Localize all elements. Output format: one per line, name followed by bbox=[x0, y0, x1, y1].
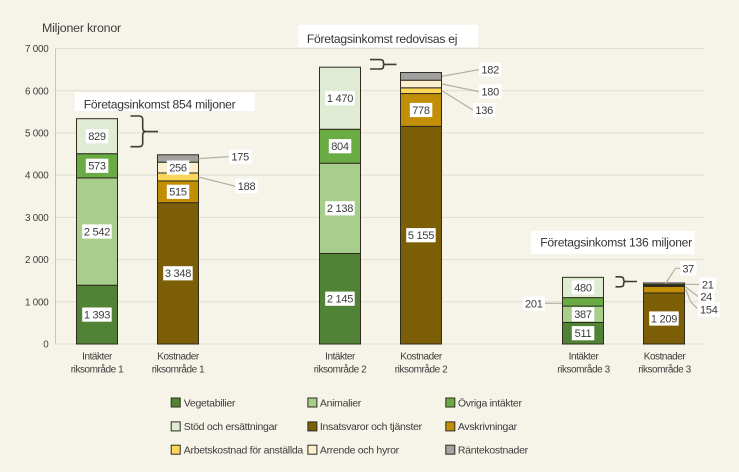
svg-text:Insatsvaror och tjänster: Insatsvaror och tjänster bbox=[320, 421, 423, 433]
svg-text:4 000: 4 000 bbox=[25, 171, 49, 182]
svg-text:2 000: 2 000 bbox=[25, 255, 49, 266]
svg-text:2 145: 2 145 bbox=[327, 294, 353, 306]
svg-text:Intäkter: Intäkter bbox=[325, 352, 356, 363]
svg-text:Stöd och ersättningar: Stöd och ersättningar bbox=[184, 421, 278, 433]
svg-text:256: 256 bbox=[169, 163, 187, 175]
svg-text:Intäkter: Intäkter bbox=[569, 352, 600, 363]
svg-text:riksområde 3: riksområde 3 bbox=[557, 364, 610, 376]
svg-text:Arbetskostnad för anställda: Arbetskostnad för anställda bbox=[184, 445, 304, 457]
svg-text:Intäkter: Intäkter bbox=[82, 352, 113, 363]
svg-text:riksområde 1: riksområde 1 bbox=[71, 364, 124, 376]
svg-text:778: 778 bbox=[412, 105, 430, 117]
svg-text:175: 175 bbox=[231, 152, 249, 164]
svg-text:Kostnader: Kostnader bbox=[400, 352, 443, 363]
svg-text:Miljoner kronor: Miljoner kronor bbox=[42, 21, 121, 35]
svg-text:0: 0 bbox=[43, 340, 49, 351]
svg-text:387: 387 bbox=[574, 309, 592, 321]
svg-text:Företagsinkomst 136 miljoner: Företagsinkomst 136 miljoner bbox=[540, 236, 692, 250]
svg-text:Företagsinkomst redovisas ej: Företagsinkomst redovisas ej bbox=[307, 32, 457, 46]
svg-text:1 470: 1 470 bbox=[327, 93, 353, 105]
svg-text:1 000: 1 000 bbox=[25, 297, 49, 308]
svg-text:Kostnader: Kostnader bbox=[644, 352, 687, 363]
svg-text:5 000: 5 000 bbox=[25, 129, 49, 140]
svg-text:Räntekostnader: Räntekostnader bbox=[458, 445, 529, 457]
svg-text:Kostnader: Kostnader bbox=[157, 352, 200, 363]
svg-text:480: 480 bbox=[574, 282, 592, 294]
svg-text:573: 573 bbox=[88, 161, 106, 173]
svg-text:Vegetabilier: Vegetabilier bbox=[184, 397, 236, 409]
svg-text:180: 180 bbox=[481, 87, 499, 99]
svg-text:154: 154 bbox=[700, 305, 718, 317]
svg-text:riksområde 3: riksområde 3 bbox=[638, 364, 691, 376]
svg-text:201: 201 bbox=[525, 298, 543, 310]
svg-text:riksområde 2: riksområde 2 bbox=[314, 364, 367, 376]
svg-text:Företagsinkomst 854 miljoner: Företagsinkomst 854 miljoner bbox=[84, 97, 236, 111]
svg-text:515: 515 bbox=[169, 187, 187, 199]
svg-text:Animalier: Animalier bbox=[320, 397, 362, 409]
svg-text:7 000: 7 000 bbox=[25, 44, 49, 55]
svg-text:182: 182 bbox=[481, 65, 499, 77]
svg-text:21: 21 bbox=[702, 280, 714, 292]
svg-text:Övriga intäkter: Övriga intäkter bbox=[458, 397, 523, 409]
svg-text:3 000: 3 000 bbox=[25, 213, 49, 224]
svg-text:804: 804 bbox=[331, 141, 349, 153]
svg-text:riksområde 1: riksområde 1 bbox=[152, 364, 205, 376]
svg-text:136: 136 bbox=[475, 105, 493, 117]
svg-text:24: 24 bbox=[700, 292, 712, 304]
svg-text:829: 829 bbox=[88, 131, 106, 143]
svg-text:Avskrivningar: Avskrivningar bbox=[458, 421, 518, 433]
svg-text:1 209: 1 209 bbox=[651, 313, 677, 325]
svg-text:Arrende och hyror: Arrende och hyror bbox=[320, 445, 400, 457]
svg-text:188: 188 bbox=[238, 181, 256, 193]
svg-text:3 348: 3 348 bbox=[165, 268, 191, 280]
svg-text:2 138: 2 138 bbox=[327, 203, 353, 215]
svg-text:5 155: 5 155 bbox=[408, 230, 434, 242]
svg-text:1 393: 1 393 bbox=[84, 310, 110, 322]
svg-text:6 000: 6 000 bbox=[25, 86, 49, 97]
svg-text:37: 37 bbox=[682, 263, 694, 275]
svg-text:2 542: 2 542 bbox=[84, 226, 110, 238]
svg-text:511: 511 bbox=[575, 328, 592, 340]
svg-text:riksområde 2: riksområde 2 bbox=[395, 364, 448, 376]
